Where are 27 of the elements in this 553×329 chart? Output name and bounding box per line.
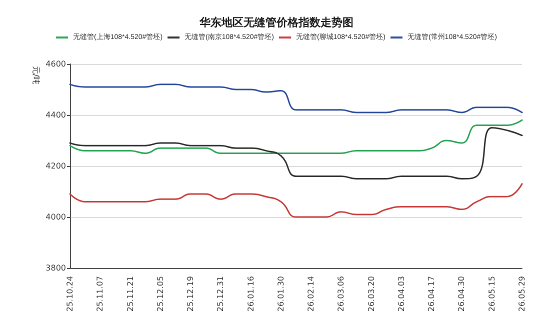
x-tick-label: 25.12.05 (156, 276, 165, 312)
x-tick-label: 26.04.17 (427, 276, 436, 312)
x-tick-label: 25.10.24 (66, 276, 74, 312)
x-tick-label: 26.05.29 (518, 276, 526, 312)
y-tick-label: 3800 (46, 264, 66, 272)
x-tick-label: 26.03.06 (336, 276, 346, 312)
y-tick-label: 4400 (46, 110, 66, 120)
x-tick-label: 26.04.03 (396, 276, 406, 312)
x-tick-label: 26.05.15 (487, 276, 496, 312)
x-tick-label: 25.11.21 (126, 276, 135, 312)
x-tick-label: 26.02.14 (306, 276, 316, 312)
line-series (69, 183, 523, 218)
x-tick-label: 26.01.16 (246, 276, 256, 312)
x-tick-label: 25.11.07 (96, 276, 105, 312)
chart-title: 华东地区无缝管价格指数走势图 (198, 16, 354, 29)
x-tick-label: 25.12.31 (216, 276, 226, 312)
y-tick-label: 4600 (46, 60, 66, 68)
x-tick-label: 25.12.19 (186, 276, 196, 312)
line-series (69, 84, 523, 114)
x-tick-label: 26.04.30 (457, 276, 466, 312)
y-axis-title: 元/吨 (32, 66, 40, 85)
line-series (69, 119, 523, 154)
y-tick-label: 4200 (46, 162, 66, 170)
y-tick-label: 4000 (46, 212, 66, 222)
x-tick-label: 26.01.30 (276, 276, 286, 312)
line-series (69, 127, 523, 180)
x-tick-label: 26.03.20 (366, 276, 376, 312)
